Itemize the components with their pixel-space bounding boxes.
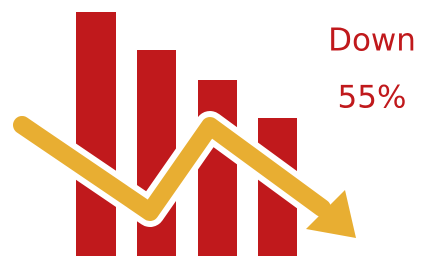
bar: [198, 80, 237, 256]
caption-line: Down: [328, 23, 416, 59]
bar: [76, 12, 116, 256]
caption-value: 55%: [338, 80, 407, 116]
trend-arrow: [22, 125, 358, 240]
illustration: Down 55%: [0, 0, 435, 256]
page: Down 55% (() => { const data = JSON.pars…: [0, 0, 435, 256]
